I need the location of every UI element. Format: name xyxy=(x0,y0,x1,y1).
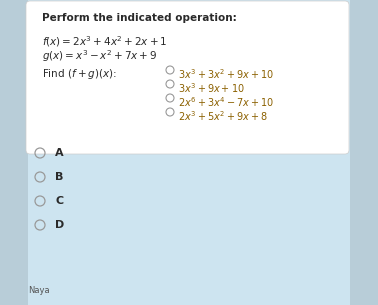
Bar xyxy=(0,0,28,305)
Text: $2x^3+5x^2+9x+8$: $2x^3+5x^2+9x+8$ xyxy=(178,109,268,123)
Text: Find $(f+g)(x)$:: Find $(f+g)(x)$: xyxy=(42,67,117,81)
Text: $f(x) = 2x^3+4x^2+2x+1$: $f(x) = 2x^3+4x^2+2x+1$ xyxy=(42,34,167,49)
Text: Perform the indicated operation:: Perform the indicated operation: xyxy=(42,13,237,23)
Text: $3x^3+3x^2+9x+10$: $3x^3+3x^2+9x+10$ xyxy=(178,67,274,81)
Text: C: C xyxy=(55,196,63,206)
Bar xyxy=(350,0,378,305)
Text: $g(x) = x^3-x^2+7x+9$: $g(x) = x^3-x^2+7x+9$ xyxy=(42,48,158,64)
FancyBboxPatch shape xyxy=(26,1,349,154)
Text: $3x^3+9x+10$: $3x^3+9x+10$ xyxy=(178,81,245,95)
Text: B: B xyxy=(55,172,64,182)
Text: $2x^6+3x^4-7x+10$: $2x^6+3x^4-7x+10$ xyxy=(178,95,274,109)
Text: D: D xyxy=(55,220,64,230)
Text: Naya: Naya xyxy=(28,286,50,295)
Text: A: A xyxy=(55,148,64,158)
